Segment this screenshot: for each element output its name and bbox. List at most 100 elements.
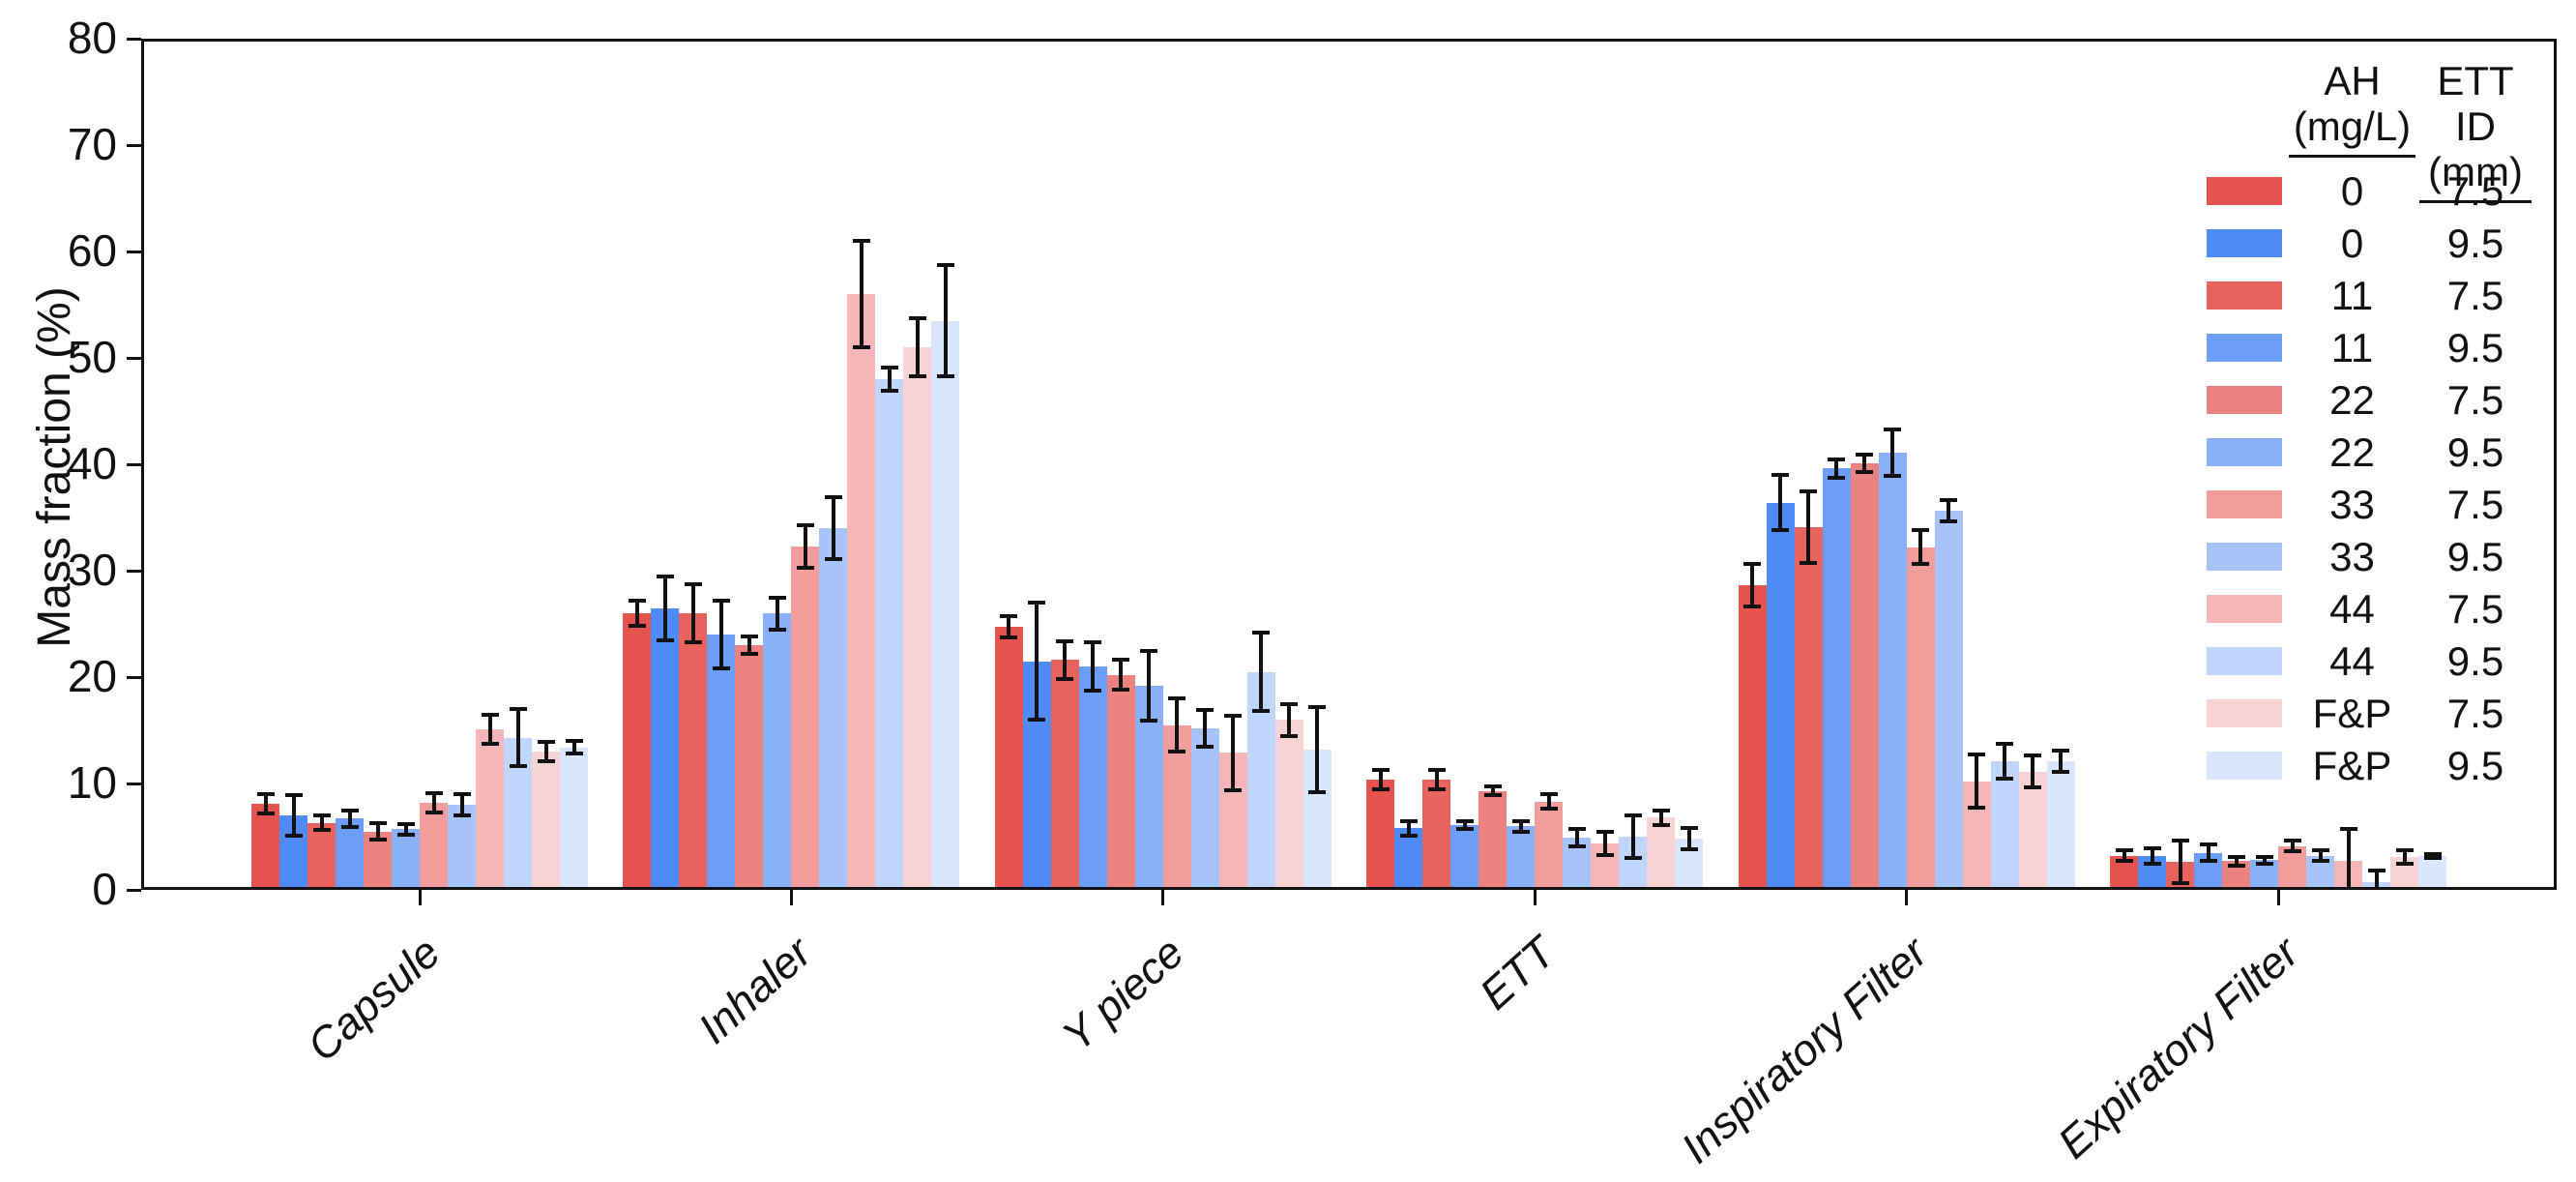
bar bbox=[1794, 526, 1823, 890]
error-bar-cap-bottom bbox=[312, 828, 331, 833]
bar bbox=[532, 752, 560, 890]
error-bar-cap-bottom bbox=[2311, 859, 2329, 864]
error-bar-line bbox=[263, 794, 268, 813]
error-bar-cap-bottom bbox=[1856, 469, 1874, 474]
x-category-label: Inspiratory Filter bbox=[1671, 927, 1937, 1173]
error-bar-cap-top bbox=[1112, 658, 1130, 663]
error-bar-cap-bottom bbox=[1168, 750, 1186, 754]
legend-swatch bbox=[2207, 752, 2282, 780]
bar bbox=[903, 347, 932, 890]
error-bar-cap-top bbox=[453, 792, 471, 796]
error-bar-line bbox=[1231, 715, 1236, 790]
error-bar-cap-top bbox=[1884, 427, 1902, 431]
error-bar-cap-bottom bbox=[740, 651, 758, 656]
error-bar-cap-bottom bbox=[1743, 605, 1762, 609]
error-bar-cap-top bbox=[1168, 696, 1186, 700]
error-bar-line bbox=[2178, 841, 2182, 884]
legend-header-ah-line1: AH bbox=[2324, 58, 2381, 103]
error-bar-line bbox=[1686, 828, 1691, 850]
error-bar-cap-top bbox=[2283, 839, 2301, 843]
error-bar-cap-bottom bbox=[1112, 688, 1130, 693]
error-bar-cap-bottom bbox=[1308, 789, 1327, 794]
legend-ettid-value: 7.5 bbox=[2446, 482, 2504, 527]
legend-ettid-value: 9.5 bbox=[2446, 743, 2504, 788]
error-bar-cap-top bbox=[1483, 784, 1502, 789]
error-bar-cap-bottom bbox=[1511, 829, 1530, 834]
bar bbox=[1906, 547, 1935, 890]
bar bbox=[1738, 585, 1767, 890]
legend-swatch bbox=[2207, 281, 2282, 310]
error-bar-line bbox=[2346, 829, 2351, 890]
error-bar-cap-bottom bbox=[1968, 806, 1986, 811]
error-bar-line bbox=[2150, 848, 2154, 864]
y-tick-mark bbox=[127, 569, 141, 573]
bar bbox=[1394, 828, 1423, 890]
y-tick-mark bbox=[127, 782, 141, 785]
error-bar-cap-bottom bbox=[2171, 881, 2189, 886]
y-tick-mark bbox=[127, 250, 141, 253]
legend-row: 33 7.5 bbox=[2181, 482, 2562, 527]
y-tick-label: 50 bbox=[67, 332, 117, 382]
error-bar-line bbox=[831, 497, 835, 559]
error-bar-cap-top bbox=[712, 598, 730, 603]
error-bar-cap-top bbox=[1800, 488, 1818, 493]
error-bar-cap-bottom bbox=[509, 764, 527, 769]
error-bar-cap-top bbox=[2367, 869, 2386, 873]
error-bar-line bbox=[1063, 640, 1068, 680]
legend-ettid-value: 9.5 bbox=[2446, 325, 2504, 370]
x-category-label: Capsule bbox=[297, 927, 450, 1072]
bar bbox=[1850, 462, 1879, 890]
legend-header-ettid: ETT ID (mm) bbox=[2419, 58, 2532, 203]
error-bar-cap-bottom bbox=[852, 345, 870, 349]
error-bar-cap-top bbox=[2227, 854, 2245, 859]
error-bar-cap-bottom bbox=[1595, 852, 1614, 857]
x-tick-mark bbox=[789, 890, 793, 905]
legend-ettid-value: 7.5 bbox=[2446, 586, 2504, 632]
error-bar-cap-top bbox=[256, 792, 275, 796]
bar bbox=[1450, 824, 1479, 890]
legend-swatch bbox=[2207, 177, 2282, 205]
error-bar-cap-bottom bbox=[1056, 677, 1074, 682]
error-bar-cap-top bbox=[2143, 846, 2161, 851]
bar bbox=[1190, 727, 1219, 890]
error-bar-cap-top bbox=[2024, 754, 2042, 758]
error-bar-line bbox=[1834, 458, 1839, 479]
error-bar-line bbox=[634, 600, 639, 627]
error-bar-line bbox=[859, 241, 864, 347]
error-bar-cap-bottom bbox=[1140, 719, 1158, 724]
error-bar-cap-bottom bbox=[1800, 561, 1818, 566]
error-bar-cap-top bbox=[1028, 601, 1046, 605]
error-bar-cap-bottom bbox=[1539, 807, 1558, 812]
error-bar-line bbox=[1203, 710, 1208, 747]
legend-swatch bbox=[2207, 438, 2282, 466]
legend-swatch bbox=[2207, 386, 2282, 414]
error-bar-line bbox=[690, 584, 695, 642]
y-tick-mark bbox=[127, 888, 141, 892]
error-bar-cap-top bbox=[1427, 767, 1446, 772]
legend-ah-value: 22 bbox=[2329, 429, 2375, 475]
bar bbox=[707, 635, 736, 890]
y-tick-label: 80 bbox=[67, 13, 117, 63]
bar bbox=[791, 546, 820, 890]
legend-row: 0 9.5 bbox=[2181, 223, 2562, 264]
bar bbox=[875, 379, 904, 890]
bar bbox=[448, 805, 476, 890]
error-bar-line bbox=[1434, 769, 1439, 789]
error-bar-line bbox=[2290, 841, 2295, 852]
error-bar-line bbox=[1975, 754, 1979, 809]
y-tick-label: 30 bbox=[67, 545, 117, 595]
error-bar-cap-bottom bbox=[424, 810, 443, 814]
legend-ettid-value: 9.5 bbox=[2446, 534, 2504, 579]
error-bar-cap-bottom bbox=[537, 758, 555, 763]
error-bar-cap-top bbox=[1455, 818, 1474, 823]
bar bbox=[1366, 779, 1395, 890]
legend-ettid-value: 9.5 bbox=[2446, 638, 2504, 684]
bar bbox=[560, 747, 588, 890]
error-bar-cap-bottom bbox=[284, 833, 303, 838]
error-bar-line bbox=[1490, 786, 1495, 796]
error-bar-cap-bottom bbox=[1828, 476, 1846, 481]
error-bar-line bbox=[319, 815, 324, 831]
bar bbox=[1990, 760, 2019, 890]
legend-row: 44 7.5 bbox=[2181, 586, 2562, 632]
bar bbox=[420, 802, 448, 890]
